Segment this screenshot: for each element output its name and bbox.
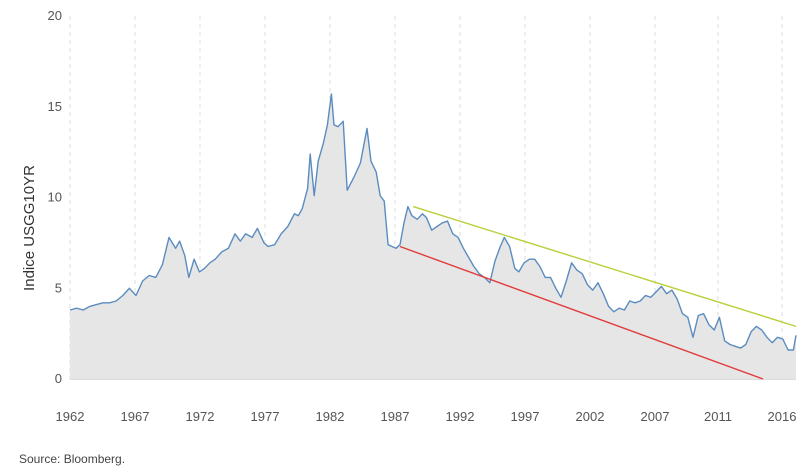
yield-area (70, 94, 796, 379)
x-tick-label: 1987 (381, 409, 410, 424)
x-axis-ticks: 1962 1967 1972 1977 1982 1987 1992 1997 2002 2007… (56, 409, 797, 424)
y-axis-ticks: 0 5 10 15 20 (48, 8, 62, 386)
x-tick-label: 2016 (768, 409, 797, 424)
upper-trendline (412, 205, 797, 328)
y-tick-label: 10 (48, 190, 62, 205)
y-tick-label: 15 (48, 99, 62, 114)
lower-trendline (399, 245, 764, 380)
x-tick-label: 1997 (511, 409, 540, 424)
x-tick-label: 1962 (56, 409, 85, 424)
x-tick-label: 2002 (576, 409, 605, 424)
x-tick-label: 1972 (186, 409, 215, 424)
yield-series-line (69, 93, 797, 351)
y-tick-label: 5 (55, 280, 62, 295)
source-note: Source: Bloomberg. (19, 452, 126, 466)
x-tick-label: 1982 (316, 409, 345, 424)
yield-area-fill (70, 94, 796, 379)
y-tick-label: 0 (55, 371, 62, 386)
y-tick-label: 20 (48, 8, 62, 23)
x-tick-label: 1967 (121, 409, 150, 424)
x-tick-label: 1977 (251, 409, 280, 424)
x-tick-label: 2007 (641, 409, 670, 424)
x-tick-label: 1992 (446, 409, 475, 424)
x-tick-label: 2011 (704, 409, 732, 424)
y-axis-label: Indice USGG10YR (21, 165, 38, 291)
trendlines (399, 205, 797, 380)
yield-line (69, 93, 797, 351)
